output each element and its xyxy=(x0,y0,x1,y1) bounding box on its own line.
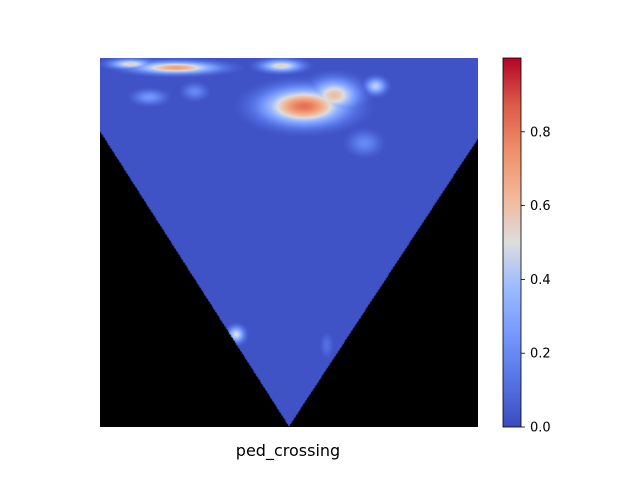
colorbar: 0.0 0.2 0.4 0.6 0.8 xyxy=(502,57,551,436)
colorbar-tick-label: 0.4 xyxy=(530,273,551,288)
colorbar-ticks: 0.0 0.2 0.4 0.6 0.8 xyxy=(521,125,551,436)
colorbar-tick-label: 0.6 xyxy=(530,199,551,214)
heatmap-panel xyxy=(100,58,478,427)
x-axis-label: ped_crossing xyxy=(236,441,340,461)
colorbar-gradient xyxy=(503,58,521,427)
heatmap-canvas xyxy=(100,58,478,427)
colorbar-tick-label: 0.8 xyxy=(530,125,551,140)
colorbar-tick-label: 0.2 xyxy=(530,347,551,362)
colorbar-frame xyxy=(502,57,522,428)
colorbar-tick-label: 0.0 xyxy=(530,421,551,436)
